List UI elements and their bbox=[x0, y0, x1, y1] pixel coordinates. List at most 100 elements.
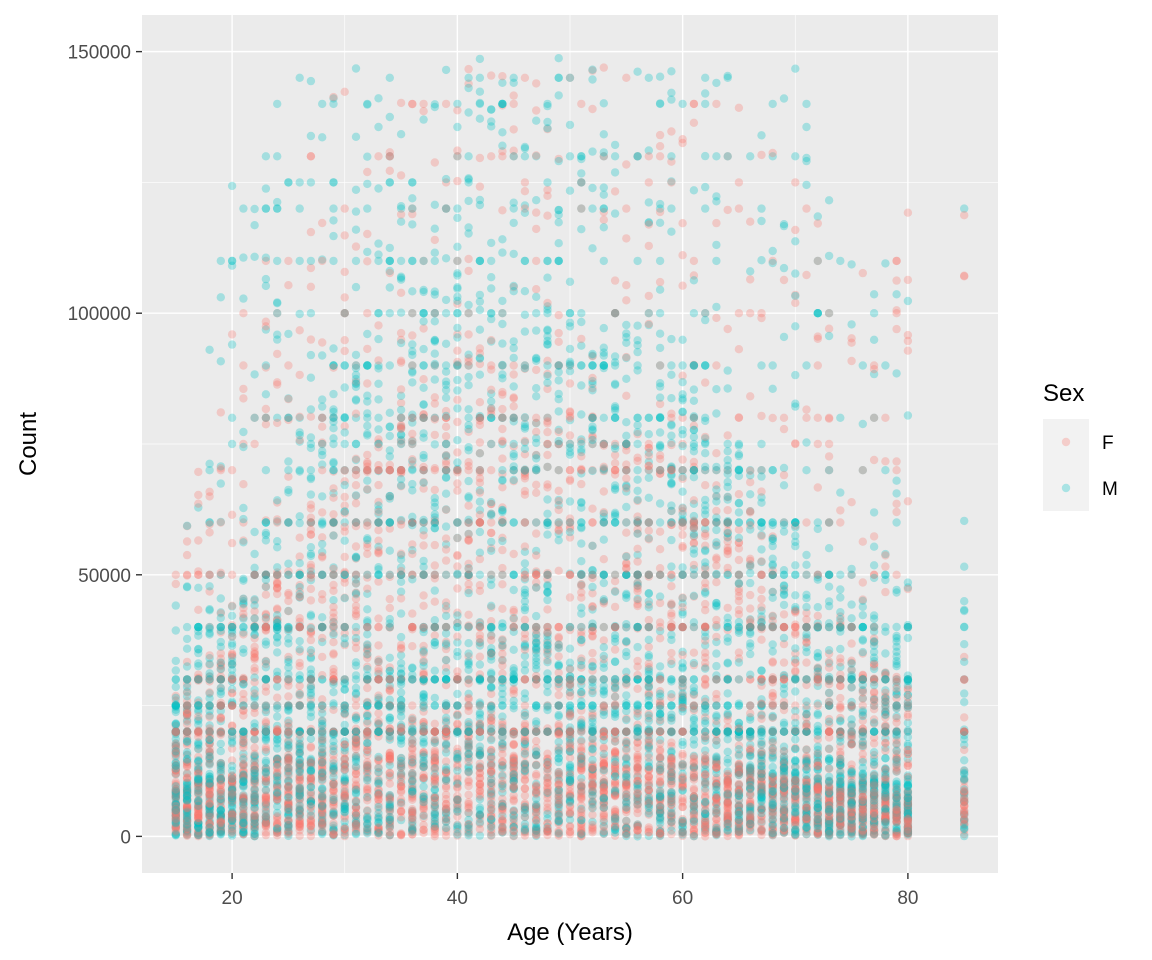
data-point-M bbox=[453, 361, 462, 370]
data-point-M bbox=[261, 769, 271, 778]
data-point-F bbox=[498, 454, 507, 463]
data-point-F bbox=[182, 688, 192, 697]
data-point-F bbox=[284, 590, 293, 600]
data-point-M bbox=[419, 450, 428, 460]
data-point-M bbox=[194, 786, 203, 795]
data-point-F bbox=[261, 590, 271, 599]
data-point-M bbox=[408, 204, 417, 213]
data-point-M bbox=[475, 305, 485, 315]
data-point-F bbox=[419, 727, 428, 736]
data-point-F bbox=[227, 649, 237, 658]
data-point-M bbox=[261, 184, 271, 193]
data-point-F bbox=[171, 821, 180, 830]
data-point-M bbox=[419, 285, 428, 295]
data-point-F bbox=[351, 769, 361, 778]
data-point-M bbox=[351, 727, 361, 736]
data-point-F bbox=[182, 709, 192, 718]
data-point-F bbox=[171, 766, 180, 775]
data-point-F bbox=[171, 749, 180, 758]
data-point-F bbox=[306, 282, 316, 291]
data-point-M bbox=[363, 630, 372, 639]
data-point-M bbox=[182, 807, 192, 816]
data-point-M bbox=[554, 395, 563, 404]
data-point-M bbox=[239, 827, 248, 837]
data-point-F bbox=[250, 653, 259, 662]
data-point-F bbox=[182, 727, 192, 736]
data-point-F bbox=[475, 488, 485, 497]
data-point-M bbox=[306, 490, 316, 499]
data-point-F bbox=[385, 603, 394, 613]
data-point-F bbox=[430, 622, 439, 632]
data-point-M bbox=[227, 739, 237, 748]
data-point-M bbox=[487, 701, 496, 710]
data-point-M bbox=[182, 675, 192, 684]
data-point-M bbox=[396, 308, 406, 317]
data-point-M bbox=[194, 701, 203, 710]
data-point-M bbox=[182, 701, 192, 710]
data-point-M bbox=[475, 297, 485, 306]
data-point-M bbox=[385, 283, 394, 292]
data-point-M bbox=[532, 719, 541, 729]
data-point-F bbox=[227, 675, 237, 684]
data-point-M bbox=[363, 413, 372, 422]
data-point-F bbox=[340, 87, 349, 97]
data-point-M bbox=[273, 667, 282, 676]
data-point-M bbox=[194, 778, 203, 788]
data-point-F bbox=[171, 739, 180, 748]
data-point-F bbox=[475, 510, 485, 519]
data-point-F bbox=[318, 338, 327, 347]
data-point-F bbox=[475, 554, 485, 564]
data-point-F bbox=[408, 439, 417, 449]
data-point-F bbox=[250, 708, 259, 718]
data-point-F bbox=[374, 664, 383, 673]
data-point-F bbox=[408, 99, 417, 109]
data-point-F bbox=[340, 784, 349, 794]
data-point-F bbox=[487, 570, 496, 579]
data-point-F bbox=[318, 466, 327, 475]
data-point-M bbox=[182, 711, 192, 720]
data-point-M bbox=[182, 727, 192, 736]
data-point-F bbox=[239, 361, 248, 370]
data-point-M bbox=[532, 116, 541, 125]
data-point-F bbox=[284, 361, 293, 370]
data-point-F bbox=[543, 462, 552, 472]
data-point-F bbox=[182, 831, 192, 840]
data-point-F bbox=[441, 451, 451, 460]
data-point-F bbox=[182, 761, 192, 771]
data-point-F bbox=[498, 727, 507, 736]
data-point-M bbox=[543, 658, 552, 667]
data-point-M bbox=[318, 539, 327, 549]
data-point-F bbox=[385, 674, 394, 684]
data-point-M bbox=[273, 744, 282, 753]
data-point-F bbox=[261, 615, 271, 624]
data-point-M bbox=[295, 671, 304, 680]
data-point-M bbox=[239, 594, 248, 603]
data-point-M bbox=[565, 277, 575, 286]
data-point-M bbox=[554, 745, 563, 755]
data-point-F bbox=[273, 819, 282, 828]
data-point-F bbox=[171, 770, 180, 779]
data-point-F bbox=[532, 79, 541, 88]
data-point-F bbox=[554, 337, 563, 346]
data-point-M bbox=[182, 806, 192, 815]
data-point-M bbox=[182, 788, 192, 798]
data-point-F bbox=[205, 570, 214, 579]
data-point-M bbox=[430, 693, 439, 703]
data-point-M bbox=[520, 805, 530, 814]
data-point-F bbox=[464, 790, 473, 799]
data-point-M bbox=[441, 65, 451, 75]
data-point-F bbox=[171, 779, 180, 789]
data-point-M bbox=[464, 152, 473, 161]
data-point-M bbox=[543, 702, 552, 712]
data-point-F bbox=[182, 750, 192, 760]
data-point-M bbox=[182, 817, 192, 826]
data-point-F bbox=[554, 328, 563, 338]
data-point-F bbox=[340, 509, 349, 518]
data-point-M bbox=[419, 738, 428, 747]
data-point-F bbox=[363, 683, 372, 693]
data-point-M bbox=[171, 787, 180, 796]
data-point-F bbox=[340, 710, 349, 719]
data-point-M bbox=[171, 818, 180, 827]
data-point-F bbox=[194, 698, 203, 707]
data-point-F bbox=[171, 696, 180, 705]
